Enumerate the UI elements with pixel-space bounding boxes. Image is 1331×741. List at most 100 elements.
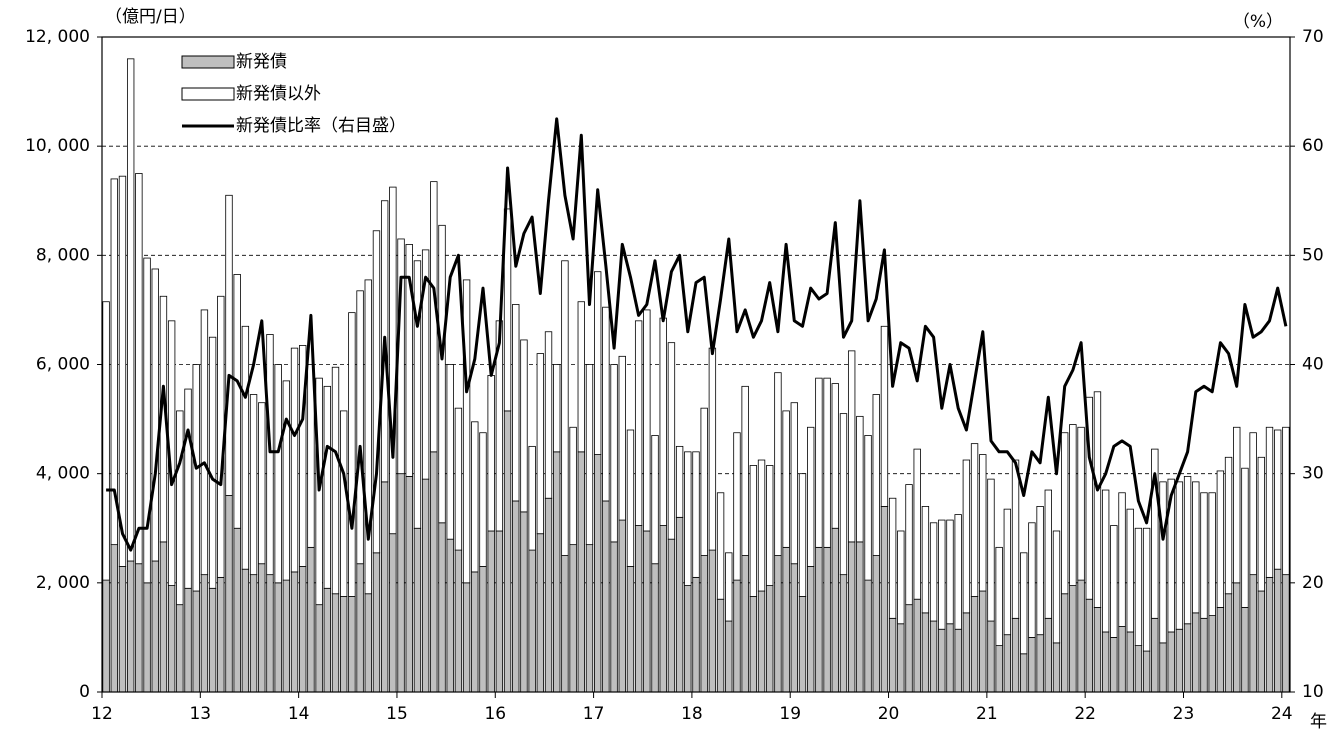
bar-other — [126, 58, 135, 562]
plot-frame — [101, 36, 1291, 693]
bar-new — [929, 620, 938, 693]
bar-other — [364, 279, 372, 595]
bar-new — [110, 544, 118, 693]
bar-new — [946, 623, 954, 693]
bar-new — [266, 574, 274, 693]
bar-other — [1118, 492, 1126, 627]
bar-new — [807, 566, 815, 693]
bar-other — [815, 377, 823, 548]
bar-other — [151, 268, 159, 562]
y-tick-label: 4, 000 — [36, 464, 90, 484]
bar-new — [757, 590, 766, 693]
bar-other — [1020, 552, 1028, 655]
bar-new — [512, 500, 520, 693]
bar-new — [421, 478, 430, 693]
bar-new — [544, 497, 553, 693]
bar-new — [684, 585, 692, 693]
bar-other — [348, 312, 356, 597]
bar-new — [815, 546, 823, 693]
bar-other — [634, 320, 643, 526]
bar-other — [1085, 396, 1093, 600]
bar-other — [987, 478, 995, 622]
bar-other — [1274, 429, 1282, 570]
bar-other — [1159, 481, 1167, 644]
bar-new — [1274, 568, 1282, 693]
y-unit-label: （億円/日） — [105, 7, 196, 27]
bar-other — [929, 522, 938, 622]
bar-other — [798, 473, 807, 597]
bar-other — [536, 353, 545, 535]
bar-other — [1192, 481, 1200, 614]
bar-new — [290, 571, 299, 693]
bar-other — [1101, 489, 1110, 633]
legend-swatch — [181, 87, 235, 101]
x-tick-label: 16 — [484, 704, 506, 724]
bar-other — [1110, 525, 1118, 638]
bar-new — [880, 506, 889, 693]
bar-new — [1003, 634, 1012, 693]
bar-new — [569, 544, 577, 693]
bar-new — [585, 544, 594, 693]
x-tick-label: 13 — [189, 704, 211, 724]
bar-new — [151, 560, 159, 693]
bar-new — [1249, 574, 1257, 693]
bar-other — [438, 224, 446, 524]
bar-new — [839, 574, 848, 693]
bar-new — [348, 596, 356, 693]
bar-other — [741, 385, 749, 556]
bar-other — [454, 407, 463, 551]
bar-other — [282, 380, 291, 581]
bar-other — [905, 484, 913, 606]
bar-other — [1069, 424, 1077, 586]
bar-other — [208, 336, 217, 589]
bar-other — [659, 317, 667, 526]
legend-swatch — [181, 55, 235, 69]
y2-tick-label: 50 — [1302, 245, 1324, 265]
bar-other — [323, 385, 331, 589]
bar-other — [733, 432, 741, 581]
bar-other — [561, 260, 569, 556]
bar-new — [634, 525, 643, 693]
bar-new — [389, 533, 397, 693]
bar-other — [1052, 530, 1061, 644]
bar-other — [487, 375, 495, 532]
bar-new — [1028, 637, 1036, 693]
bar-new — [471, 571, 479, 693]
bar-new — [1175, 628, 1184, 693]
bar-new — [659, 525, 667, 693]
bar-other — [626, 429, 635, 567]
bar-other — [864, 435, 872, 581]
bar-other — [413, 260, 422, 529]
bar-new — [741, 555, 749, 693]
bar-new — [1020, 653, 1028, 693]
y2-tick-label: 70 — [1302, 27, 1324, 47]
bar-other — [1224, 456, 1233, 595]
legend-label: 新発債比率（右目盛） — [236, 116, 406, 136]
bar-new — [258, 563, 266, 693]
bar-other — [749, 465, 758, 597]
bar-other — [1200, 492, 1208, 619]
bar-other — [372, 230, 381, 554]
bar-other — [856, 415, 864, 543]
bar-new — [405, 475, 413, 693]
bar-other — [782, 410, 790, 548]
bar-other — [512, 304, 520, 502]
bar-new — [446, 538, 454, 693]
bar-other — [192, 364, 200, 592]
bar-other — [143, 257, 151, 584]
x-tick-label: 12 — [91, 704, 113, 724]
bar-other — [1167, 478, 1175, 633]
bar-new — [610, 541, 618, 693]
bar-new — [979, 590, 987, 693]
bar-new — [1167, 631, 1175, 693]
bar-other — [135, 173, 143, 565]
bar-other — [954, 514, 962, 630]
bar-new — [1101, 631, 1110, 693]
bar-new — [200, 574, 209, 693]
bar-new — [774, 555, 782, 693]
bar-other — [479, 432, 487, 567]
y-tick-label: 0 — [79, 682, 90, 702]
bar-new — [1085, 598, 1093, 693]
bar-new — [118, 566, 127, 693]
ratio-line — [106, 117, 1288, 552]
